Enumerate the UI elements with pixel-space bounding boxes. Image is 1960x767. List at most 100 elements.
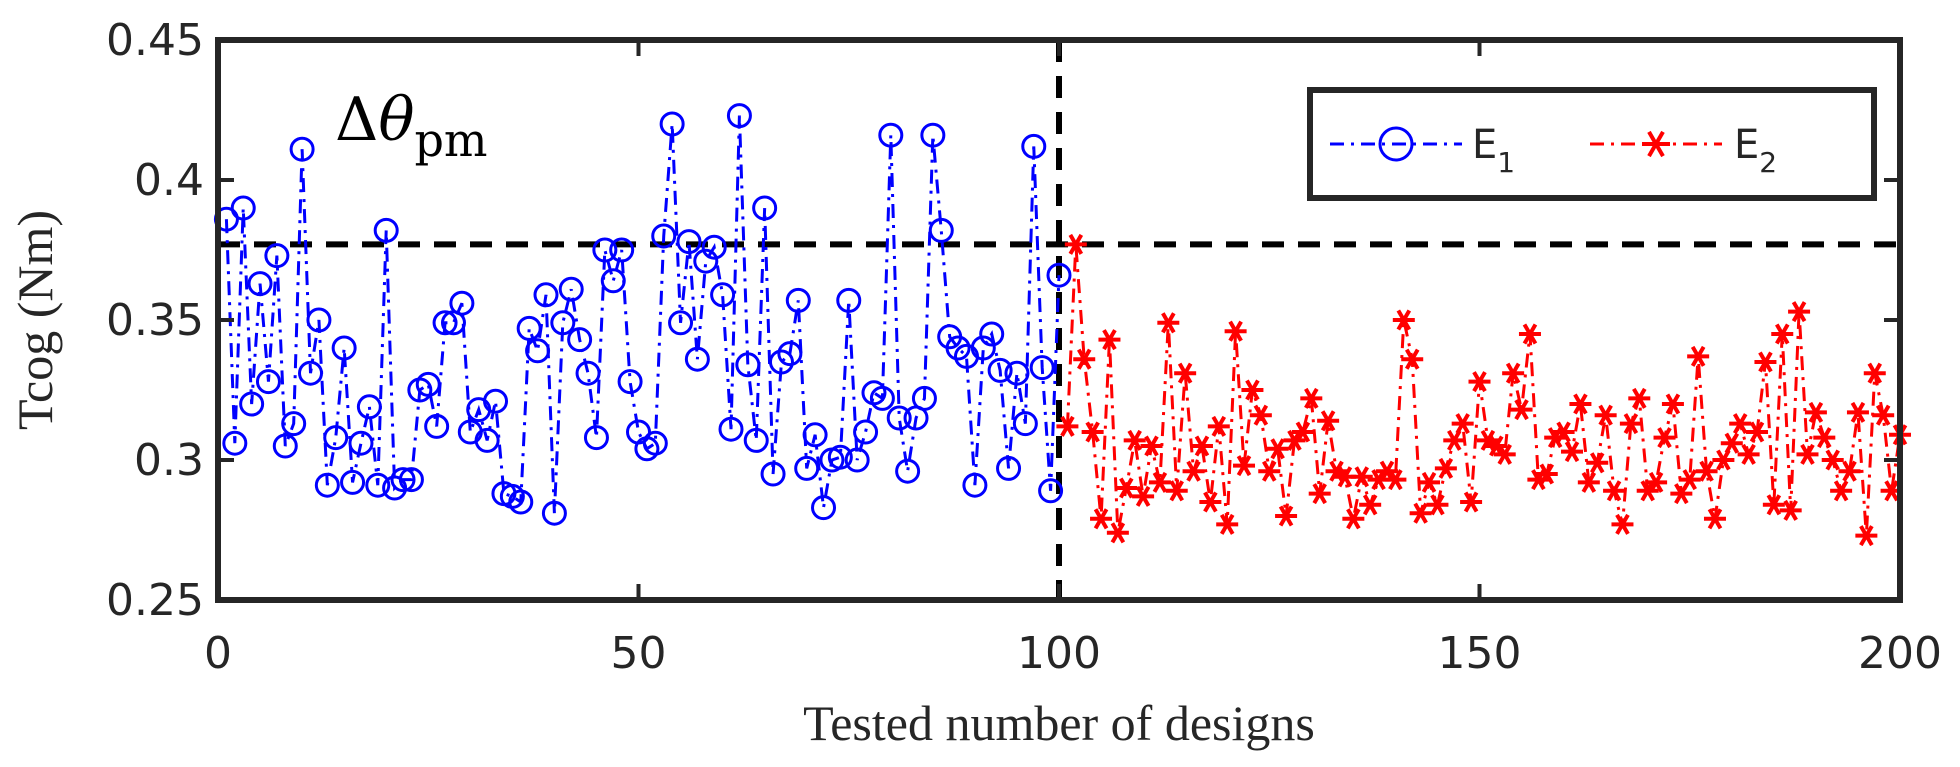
data-point-e1 [693,248,719,274]
data-point-e2 [1729,413,1752,435]
data-point-e1 [272,433,298,459]
x-tick-label: 200 [1858,628,1942,679]
y-tick-label: 0.25 [106,575,204,626]
data-point-e2 [1098,329,1121,351]
data-point-e1 [802,422,828,448]
data-point-e2 [1872,404,1895,426]
data-point-e2 [1207,415,1230,437]
data-point-e2 [1762,494,1785,516]
data-point-e1 [567,327,593,353]
data-point-e1 [247,271,273,297]
data-point-e1 [373,217,399,243]
data-point-e1 [979,321,1005,347]
data-point-e2 [1796,443,1819,465]
data-point-e2 [1300,387,1323,409]
reference-lines [218,40,1900,600]
delta-theta-annotation: Δθpm [335,85,488,167]
data-point-e1 [306,307,332,333]
legend-e2-marker [1642,130,1670,158]
data-point-e1 [424,413,450,439]
data-point-e2 [1249,404,1272,426]
data-point-e2 [1636,480,1659,502]
data-point-e2 [1056,415,1079,437]
data-point-e1 [432,310,458,336]
data-point-e2 [1535,463,1558,485]
data-point-e2 [1426,494,1449,516]
data-point-e2 [1115,477,1138,499]
legend-e2-asterisk [1642,130,1670,158]
data-point-e1 [449,290,475,316]
y-tick-label: 0.4 [134,155,204,206]
data-point-e1 [255,369,281,395]
data-point-e2 [1518,323,1541,345]
data-point-e1 [920,122,946,148]
data-point-e2 [1266,438,1289,460]
data-point-e2 [1569,393,1592,415]
data-point-e1 [398,467,424,493]
data-point-e2 [1081,421,1104,443]
data-point-e1 [474,427,500,453]
data-point-e1 [701,234,727,260]
data-point-e2 [1182,460,1205,482]
data-point-e2 [1359,494,1382,516]
x-tick-label: 150 [1438,628,1522,679]
data-point-e1 [592,237,618,263]
data-point-e2 [1821,449,1844,471]
data-point-e2 [1712,449,1735,471]
data-point-e2 [1661,393,1684,415]
data-point-e1 [718,416,744,442]
data-point-e2 [1199,491,1222,513]
data-point-e1 [264,243,290,269]
data-point-e1 [340,469,366,495]
data-point-e2 [1165,480,1188,502]
data-point-e2 [1468,371,1491,393]
data-point-e1 [970,335,996,361]
data-point-e2 [1443,429,1466,451]
data-point-e1 [558,276,584,302]
data-point-e2 [1216,513,1239,535]
data-point-e1 [533,282,559,308]
data-point-e2 [1863,362,1886,384]
data-point-e1 [550,310,576,336]
data-point-e1 [836,287,862,313]
data-point-e1 [987,357,1013,383]
ticks-layer: 0 50 100 150 200 0.25 0.3 0.35 0.4 0.45 [106,15,1942,679]
data-point-e2 [1241,379,1264,401]
data-point-e1 [811,495,837,521]
data-point-e1 [651,223,677,249]
data-point-e1 [962,472,988,498]
x-axis-title: Tested number of designs [803,695,1315,751]
annotation-theta: θ [378,85,414,155]
data-point-e2 [1275,505,1298,527]
legend-e1-marker [1378,126,1414,162]
data-point-e2 [1233,455,1256,477]
data-point-e2 [1830,480,1853,502]
y-tick-label: 0.35 [106,295,204,346]
data-point-e2 [1148,471,1171,493]
data-point-e1 [1038,478,1064,504]
data-point-e2 [1418,471,1441,493]
data-point-e2 [1308,483,1331,505]
data-point-e2 [1603,480,1626,502]
data-point-e1 [1021,133,1047,159]
data-point-e2 [1687,345,1710,367]
data-point-e2 [1846,401,1869,423]
y-tick-label: 0.45 [106,15,204,66]
data-point-e1 [222,430,248,456]
data-point-e2 [1561,441,1584,463]
data-point-e2 [1746,421,1769,443]
data-point-e2 [1628,387,1651,409]
data-point-e2 [1409,502,1432,524]
data-point-e2 [1350,466,1373,488]
data-point-e2 [1855,525,1878,547]
data-point-e2 [1586,452,1609,474]
data-point-e1 [298,360,324,386]
data-point-e2 [1375,460,1398,482]
data-point-e1 [676,229,702,255]
data-point-e1 [390,467,416,493]
data-point-e2 [1291,421,1314,443]
y-axis-title: Tcog (Nm) [7,210,63,430]
data-point-e2 [1451,413,1474,435]
annotation-delta: Δ [335,85,378,155]
data-point-e1 [415,371,441,397]
